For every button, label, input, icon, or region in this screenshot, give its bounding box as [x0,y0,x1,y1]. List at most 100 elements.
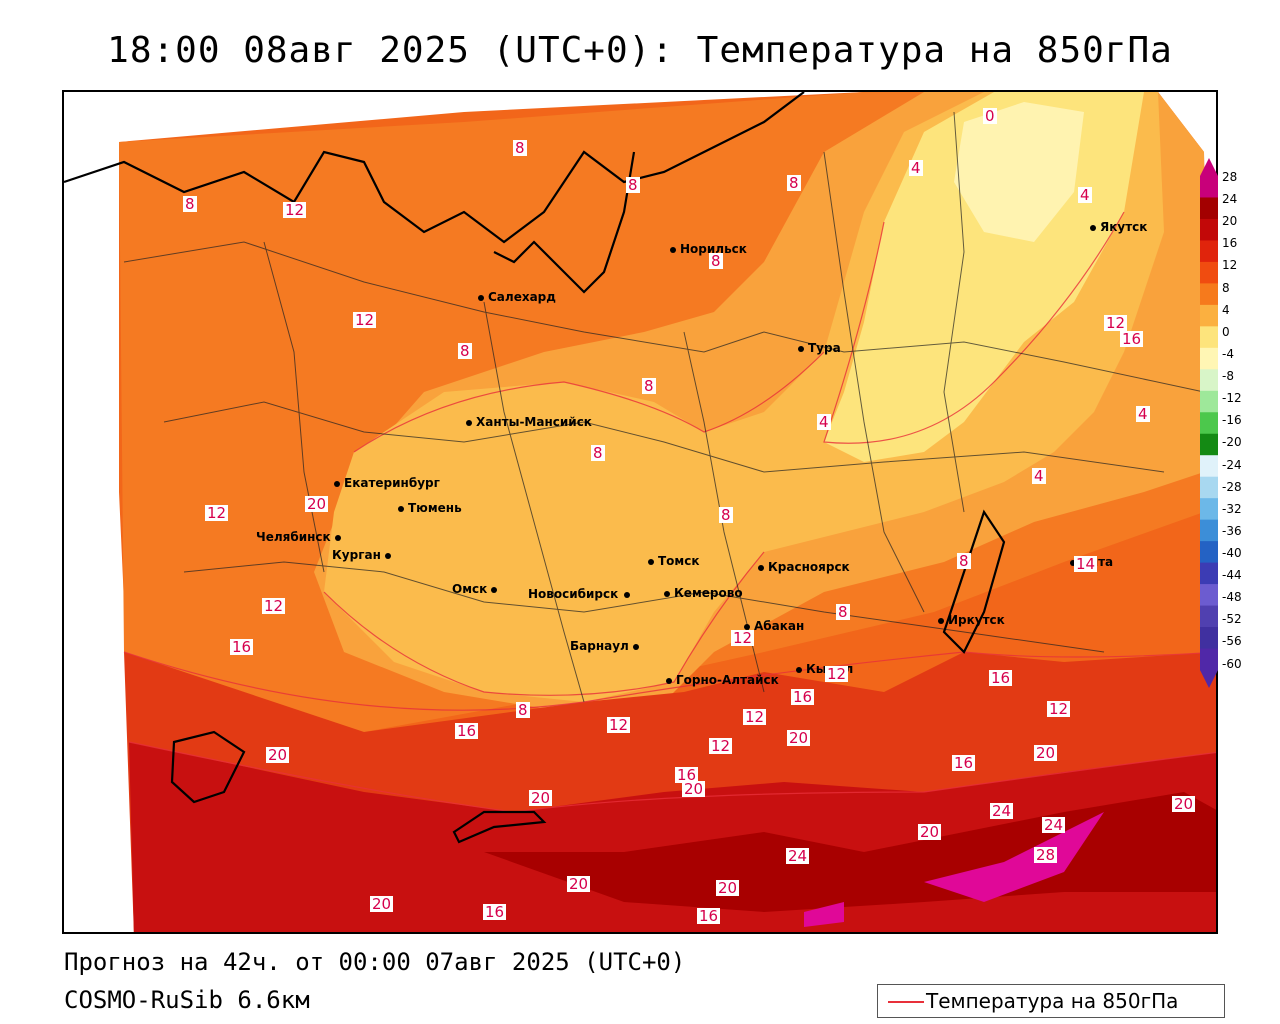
contour-label: 16 [791,688,815,706]
colorbar-swatch [1200,648,1218,671]
contour-label: 24 [786,847,810,865]
colorbar-tick-label: -56 [1222,634,1242,649]
colorbar-tick-label: 24 [1222,192,1238,207]
contour-label: 8 [957,552,971,570]
legend: Температура на 850гПа [877,984,1225,1018]
colorbar-swatch [1200,541,1218,564]
contour-label: 8 [836,603,850,621]
colorbar-tick-label: -20 [1222,435,1242,450]
city-barnaul: Барнаул [570,639,643,653]
city-tyumen: Тюмень [398,501,462,515]
colorbar-tick-label: 16 [1222,236,1238,251]
colorbar-swatch [1200,412,1218,435]
contour-label: 16 [697,907,721,925]
contour-label: 12 [1047,700,1071,718]
contour-label: 16 [1120,330,1144,348]
contour-label: 20 [787,729,811,747]
contour-label: 12 [743,708,767,726]
contour-label: 8 [626,176,640,194]
contour-label: 4 [817,413,831,431]
contour-label: 24 [1042,816,1066,834]
contour-label: 8 [719,506,733,524]
colorbar-swatch [1200,498,1218,521]
contour-label: 20 [716,879,740,897]
colorbar-swatch [1200,197,1218,220]
map-title: 18:00 08авг 2025 (UTC+0): Температура на… [107,30,1173,71]
colorbar-swatch [1200,304,1218,327]
colorbar-swatch [1200,455,1218,478]
colorbar-tick-label: -52 [1222,612,1242,627]
colorbar-swatch [1200,283,1218,306]
colorbar-tick-label: -8 [1222,369,1234,384]
colorbar-min-arrow [1200,670,1218,688]
colorbar-tick-label: -44 [1222,568,1242,583]
contour-label: 20 [266,746,290,764]
model-name: COSMO-RuSib 6.6км [64,986,310,1014]
contour-label: 24 [990,802,1014,820]
colorbar-swatch [1200,433,1218,456]
city-salekhard: Салехард [478,290,556,304]
city-gorno-altaysk: Горно-Алтайск [666,673,779,687]
city-novosibirsk: Новосибирск [528,587,634,601]
contour-label: 20 [370,895,394,913]
city-tura: Тура [798,341,841,355]
contour-label: 12 [353,311,377,329]
colorbar-swatch [1200,605,1218,628]
contour-label: 4 [1032,467,1046,485]
colorbar-tick-label: -60 [1222,656,1242,671]
colorbar-tick-label: 8 [1222,280,1230,295]
city-ekaterinburg: Екатеринбург [334,476,440,490]
colorbar-tick-label: -40 [1222,546,1242,560]
city-yakutsk: Якутск [1090,220,1147,234]
colorbar-swatch [1200,261,1218,284]
colorbar-tick-label: 28 [1222,170,1238,184]
colorbar-swatch [1200,562,1218,585]
colorbar-tick-label: -12 [1222,391,1242,406]
colorbar-swatch [1200,218,1218,241]
city-kurgan: Курган [332,548,395,562]
contour-label: 4 [1078,186,1092,204]
contour-label: 20 [918,823,942,841]
colorbar-tick-label: -28 [1222,479,1242,494]
city-norilsk: Норильск [670,242,747,256]
contour-label: 8 [183,195,197,213]
colorbar-tick-label: -36 [1222,523,1242,538]
forecast-info: Прогноз на 42ч. от 00:00 07авг 2025 (UTC… [64,948,686,976]
contour-label: 28 [1034,846,1058,864]
city-tomsk: Томск [648,554,700,568]
legend-line-swatch [888,1001,924,1003]
contour-label: 12 [283,201,307,219]
colorbar-swatch [1200,476,1218,499]
temperature-map [64,92,1216,932]
contour-label: 8 [458,342,472,360]
contour-label: 20 [567,875,591,893]
colorbar-tick-label: 12 [1222,258,1238,273]
contour-label: 16 [230,638,254,656]
colorbar-swatch [1200,519,1218,542]
colorbar-tick-label: 20 [1222,214,1238,229]
contour-label: 4 [909,159,923,177]
contour-label: 20 [305,495,329,513]
contour-label: 8 [709,252,723,270]
contour-label: 16 [989,669,1013,687]
map-area [62,90,1218,934]
contour-label: 20 [1172,795,1196,813]
colorbar-max-arrow [1200,158,1218,176]
colorbar-tick-label: -24 [1222,457,1242,472]
contour-label: 12 [709,737,733,755]
city-chelyabinsk: Челябинск [256,530,345,544]
contour-label: 12 [607,716,631,734]
colorbar-swatch [1200,176,1218,198]
colorbar-swatch [1200,390,1218,413]
contour-label: 16 [483,903,507,921]
contour-label: 8 [516,701,530,719]
contour-label: 16 [952,754,976,772]
colorbar-swatch [1200,369,1218,392]
contour-label: 12 [205,504,229,522]
contour-label: 20 [1034,744,1058,762]
city-abakan: Абакан [744,619,804,633]
contour-label: 8 [787,174,801,192]
contour-label: 4 [1136,405,1150,423]
colorbar-tick-label: -48 [1222,590,1242,605]
contour-label: 12 [731,629,755,647]
